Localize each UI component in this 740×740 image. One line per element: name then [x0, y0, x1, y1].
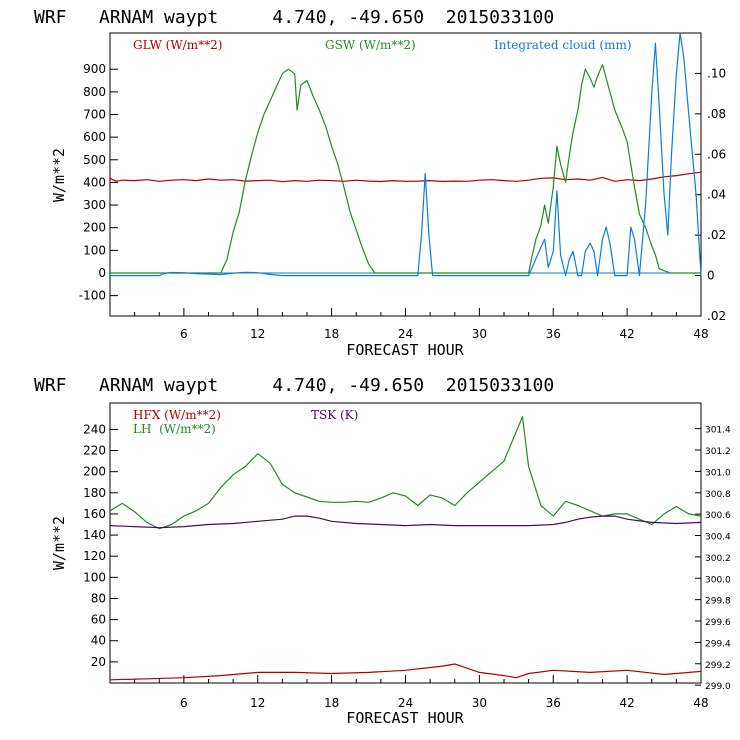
y2-tick-label: .10	[707, 66, 726, 80]
panel-bottom-xticks: 6 12 18 24 30 36 42 48	[109, 675, 709, 710]
y2-tick-label: 301.0	[705, 468, 731, 478]
series-line-glw	[109, 171, 702, 183]
x-tick-label: 30	[472, 327, 487, 341]
y2-tick-label: 299.6	[705, 618, 731, 628]
y-tick-label: 60	[91, 613, 106, 627]
x-tick-label: 6	[180, 327, 188, 341]
panel-top-yticks: -100 0 100 200 300 400 500 600 700 800 900	[79, 62, 118, 303]
x-tick-label: 30	[472, 696, 487, 710]
y-tick-label: 800	[83, 85, 106, 99]
y-tick-label: 200	[83, 465, 106, 479]
panel-bottom: WRF ARNAM waypt 4.740, -49.650 201503310…	[34, 375, 731, 727]
x-tick-label: 6	[180, 696, 188, 710]
y-tick-label: 220	[83, 444, 106, 458]
x-tick-label: 12	[250, 696, 265, 710]
y-tick-label: 80	[91, 591, 106, 605]
x-tick-label: 42	[619, 696, 634, 710]
y-tick-label: 500	[83, 153, 106, 167]
y2-tick-label: 300.0	[705, 575, 731, 585]
y2-tick-label: 301.2	[705, 447, 731, 457]
panel-top: WRF ARNAM waypt 4.740, -49.650 201503310…	[34, 7, 726, 359]
x-tick-label: 18	[324, 327, 339, 341]
y-tick-label: 160	[83, 507, 106, 521]
panel-top-series	[109, 32, 702, 277]
legend-lh: LH (W/m**2)	[133, 422, 216, 436]
y-tick-label: 200	[83, 221, 106, 235]
y-tick-label: 100	[83, 570, 106, 584]
y2-tick-label: .06	[707, 147, 726, 161]
x-tick-label: 24	[398, 696, 413, 710]
series-line-hfx	[109, 663, 702, 681]
y2-tick-label: 299.4	[705, 639, 731, 649]
panel-top-xticks: 6 12 18 24 30 36 42 48	[109, 308, 709, 341]
panel-top-ylabel: W/m**2	[50, 148, 68, 202]
y2-tick-label: 299.0	[705, 682, 731, 692]
y-tick-label: 140	[83, 528, 106, 542]
series-line-tsk	[109, 515, 702, 529]
legend-glw: GLW (W/m**2)	[133, 38, 222, 52]
y2-tick-label: .02	[707, 309, 726, 323]
panel-top-title: WRF ARNAM waypt 4.740, -49.650 201503310…	[34, 7, 554, 28]
x-tick-label: 48	[693, 696, 708, 710]
legend-gsw: GSW (W/m**2)	[325, 38, 416, 52]
panel-bottom-yticks: 20 40 60 80 100 120 140 160 180 200 220 240	[83, 422, 118, 669]
series-line-gsw	[110, 64, 701, 274]
y-tick-label: 40	[91, 634, 106, 648]
y2-tick-label: 300.2	[705, 554, 731, 564]
legend-tsk: TSK (K)	[311, 408, 358, 422]
y-tick-label: 900	[83, 62, 106, 76]
panel-top-y2ticks: .02 0 .02 .04 .06 .08 .10	[695, 66, 726, 323]
y-tick-label: 700	[83, 108, 106, 122]
x-tick-label: 24	[398, 327, 413, 341]
y2-tick-label: .04	[707, 188, 726, 202]
legend-hfx: HFX (W/m**2)	[133, 408, 221, 422]
panel-bottom-ylabel: W/m**2	[50, 516, 68, 570]
panel-bottom-plot-frame	[109, 402, 702, 684]
y2-tick-label: 299.2	[705, 661, 731, 671]
x-tick-label: 42	[619, 327, 634, 341]
y-tick-label: 240	[83, 422, 106, 436]
y-tick-label: 180	[83, 486, 106, 500]
series-line-integrated	[110, 32, 702, 277]
y-tick-label: 120	[83, 549, 106, 563]
x-tick-label: 36	[546, 327, 561, 341]
y-tick-label: 300	[83, 198, 106, 212]
y-tick-label: 600	[83, 130, 106, 144]
x-tick-label: 48	[693, 327, 708, 341]
panel-bottom-y2ticks: 299.0 299.2 299.4 299.6 299.8 300.0 300.2 300.4…	[695, 426, 731, 692]
y-tick-label: 400	[83, 175, 106, 189]
panel-bottom-series	[109, 416, 702, 681]
panel-bottom-title: WRF ARNAM waypt 4.740, -49.650 201503310…	[34, 375, 554, 396]
y-tick-label: 100	[83, 243, 106, 257]
y2-tick-label: 301.4	[705, 426, 731, 436]
y2-tick-label: .02	[707, 228, 726, 242]
x-tick-label: 18	[324, 696, 339, 710]
y-tick-label: 20	[91, 655, 106, 669]
panel-top-xlabel: FORECAST HOUR	[346, 341, 464, 359]
y2-tick-label: 0	[707, 269, 715, 283]
y2-tick-label: .08	[707, 107, 726, 121]
y2-tick-label: 299.8	[705, 597, 731, 607]
y2-tick-label: 300.6	[705, 511, 731, 521]
y2-tick-label: 300.4	[705, 533, 731, 543]
x-tick-label: 12	[250, 327, 265, 341]
legend-integrated-cloud: Integrated cloud (mm)	[494, 38, 632, 52]
y-tick-label: 0	[98, 266, 106, 280]
x-tick-label: 36	[546, 696, 561, 710]
panel-bottom-xlabel: FORECAST HOUR	[346, 709, 464, 727]
y-tick-label: -100	[79, 289, 106, 303]
series-line-lh	[109, 416, 702, 530]
y2-tick-label: 300.8	[705, 490, 731, 500]
